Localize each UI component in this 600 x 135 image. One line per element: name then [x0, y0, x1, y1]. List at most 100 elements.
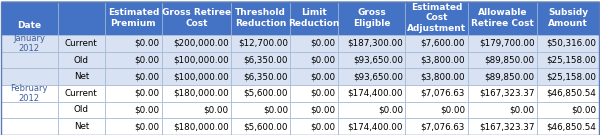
Bar	[290, 52, 338, 68]
Text: $6,350.00: $6,350.00	[244, 55, 288, 65]
Bar	[161, 102, 231, 118]
Text: $25,158.00: $25,158.00	[547, 55, 596, 65]
Bar	[290, 102, 338, 118]
Text: Limit
Reduction: Limit Reduction	[289, 8, 340, 28]
Bar	[58, 85, 105, 102]
Bar	[58, 52, 105, 68]
Text: Gross
Eligible: Gross Eligible	[353, 8, 391, 28]
Text: $93,650.00: $93,650.00	[353, 55, 403, 65]
Bar	[231, 1, 290, 35]
Bar	[406, 52, 467, 68]
Text: $0.00: $0.00	[134, 39, 159, 48]
Text: $0.00: $0.00	[134, 105, 159, 114]
Text: $0.00: $0.00	[134, 89, 159, 98]
Bar	[58, 35, 105, 52]
Text: $5,600.00: $5,600.00	[244, 122, 288, 131]
Bar	[338, 68, 406, 85]
Text: Estimated
Premium: Estimated Premium	[107, 8, 159, 28]
Bar	[338, 35, 406, 52]
Bar	[58, 68, 105, 85]
Text: $3,800.00: $3,800.00	[421, 55, 465, 65]
Bar	[406, 35, 467, 52]
Bar	[105, 118, 161, 135]
Bar	[58, 102, 105, 118]
Bar	[1, 1, 58, 35]
Bar	[58, 118, 105, 135]
Bar	[537, 102, 599, 118]
Text: $0.00: $0.00	[310, 72, 335, 81]
Text: Gross Retiree
Cost: Gross Retiree Cost	[162, 8, 231, 28]
Bar	[105, 102, 161, 118]
Bar	[105, 1, 161, 35]
Text: $0.00: $0.00	[310, 39, 335, 48]
Bar	[231, 118, 290, 135]
Bar	[338, 52, 406, 68]
Bar	[58, 1, 105, 35]
Bar	[406, 68, 467, 85]
Text: $0.00: $0.00	[378, 105, 403, 114]
Text: Current: Current	[65, 89, 98, 98]
Text: Net: Net	[74, 122, 89, 131]
Text: $0.00: $0.00	[134, 55, 159, 65]
Bar	[406, 118, 467, 135]
Bar	[467, 1, 537, 35]
Bar	[290, 35, 338, 52]
Bar	[467, 52, 537, 68]
Text: $7,076.63: $7,076.63	[421, 89, 465, 98]
Text: Net: Net	[74, 72, 89, 81]
Text: $0.00: $0.00	[310, 122, 335, 131]
Text: Date: Date	[17, 21, 41, 30]
Text: $0.00: $0.00	[263, 105, 288, 114]
Bar	[105, 52, 161, 68]
Text: $100,000.00: $100,000.00	[173, 72, 229, 81]
Text: $100,000.00: $100,000.00	[173, 55, 229, 65]
Bar	[537, 85, 599, 102]
Text: $167,323.37: $167,323.37	[479, 122, 535, 131]
Text: $7,600.00: $7,600.00	[421, 39, 465, 48]
Bar	[231, 35, 290, 52]
Bar	[467, 118, 537, 135]
Bar	[467, 85, 537, 102]
Bar	[231, 102, 290, 118]
Text: $25,158.00: $25,158.00	[547, 72, 596, 81]
Text: $200,000.00: $200,000.00	[173, 39, 229, 48]
Bar	[161, 68, 231, 85]
Bar	[406, 1, 467, 35]
Text: $93,650.00: $93,650.00	[353, 72, 403, 81]
Bar	[1, 68, 58, 85]
Text: $89,850.00: $89,850.00	[484, 72, 535, 81]
Text: $187,300.00: $187,300.00	[347, 39, 403, 48]
Text: $174,400.00: $174,400.00	[347, 122, 403, 131]
Text: $167,323.37: $167,323.37	[479, 89, 535, 98]
Bar	[1, 85, 58, 102]
Bar	[338, 85, 406, 102]
Text: Old: Old	[74, 55, 89, 65]
Bar	[290, 118, 338, 135]
Bar	[537, 1, 599, 35]
Bar	[338, 1, 406, 35]
Bar	[290, 1, 338, 35]
Bar	[467, 35, 537, 52]
Bar	[338, 118, 406, 135]
Text: $179,700.00: $179,700.00	[479, 39, 535, 48]
Bar	[105, 68, 161, 85]
Text: $180,000.00: $180,000.00	[173, 122, 229, 131]
Bar	[161, 1, 231, 35]
Text: Subsidy
Amount: Subsidy Amount	[548, 8, 588, 28]
Text: $6,350.00: $6,350.00	[244, 72, 288, 81]
Bar	[467, 68, 537, 85]
Bar	[161, 118, 231, 135]
Bar	[406, 85, 467, 102]
Bar	[537, 118, 599, 135]
Bar	[290, 68, 338, 85]
Text: $0.00: $0.00	[134, 122, 159, 131]
Text: $3,800.00: $3,800.00	[421, 72, 465, 81]
Bar	[161, 85, 231, 102]
Text: $0.00: $0.00	[203, 105, 229, 114]
Text: $89,850.00: $89,850.00	[484, 55, 535, 65]
Bar	[105, 35, 161, 52]
Bar	[338, 102, 406, 118]
Bar	[467, 102, 537, 118]
Bar	[231, 68, 290, 85]
Bar	[406, 102, 467, 118]
